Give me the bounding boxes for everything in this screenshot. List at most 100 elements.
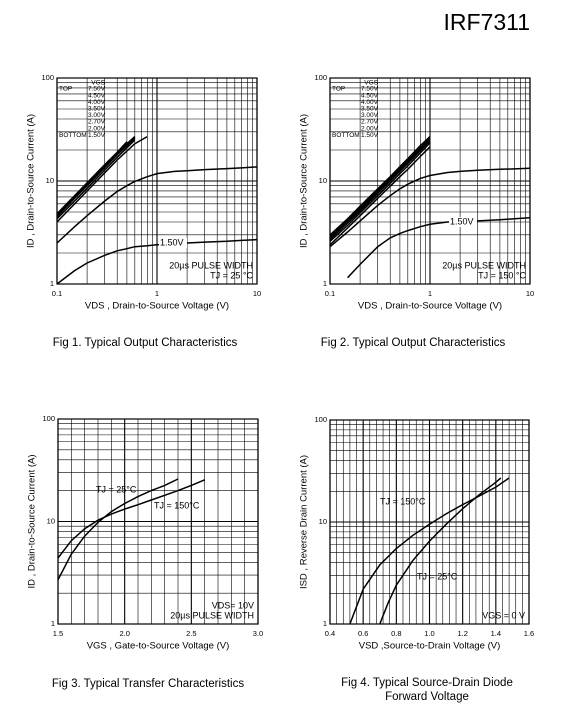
caption: Fig 2. Typical Output Characteristics xyxy=(321,337,506,349)
legend-entry: 3.50V xyxy=(361,106,379,113)
data-line xyxy=(329,137,431,237)
data-line xyxy=(329,142,431,242)
legend-entry: 3.50V xyxy=(88,106,106,113)
y-tick-label: 1 xyxy=(323,619,327,628)
y-axis-label: ID , Drain-to-Source Current (A) xyxy=(27,454,38,588)
plot-frame xyxy=(329,77,531,285)
legend-entry: 7.50V xyxy=(361,86,379,93)
y-tick-label: 10 xyxy=(319,176,327,185)
data-line xyxy=(57,478,179,581)
x-tick-label: 0.1 xyxy=(52,289,62,298)
y-tick-label: 100 xyxy=(314,415,327,424)
x-tick-label: 0.1 xyxy=(325,289,335,298)
x-tick-label: 2.0 xyxy=(119,629,129,638)
plot-frame xyxy=(57,418,259,625)
x-axis-label: VGS , Gate-to-Source Voltage (V) xyxy=(87,641,230,652)
note: TJ = 25 °C xyxy=(210,270,253,280)
caption: Fig 3. Typical Transfer Characteristics xyxy=(52,678,244,690)
x-axis-label: VSD ,Source-to-Drain Voltage (V) xyxy=(359,641,501,652)
x-axis-label: VDS , Drain-to-Source Voltage (V) xyxy=(85,301,229,312)
legend-title: VGS xyxy=(91,80,105,87)
y-tick-label: 10 xyxy=(47,516,55,525)
note: 20µs PULSE WIDTH xyxy=(442,260,526,270)
curve-label: TJ = 150°C xyxy=(154,500,200,510)
data-line xyxy=(56,137,136,218)
x-tick-label: 0.4 xyxy=(325,629,335,638)
legend-entry: 4.00V xyxy=(361,99,379,106)
legend-entry: 7.50V xyxy=(88,86,106,93)
data-line xyxy=(329,136,431,236)
x-axis-label: VDS , Drain-to-Source Voltage (V) xyxy=(358,301,502,312)
y-tick-label: 1 xyxy=(323,279,327,288)
legend-entry: 1.50V xyxy=(88,132,106,139)
data-line xyxy=(329,146,431,246)
y-axis-label: ID , Drain-to-Source Current (A) xyxy=(299,114,310,248)
note: 20µs PULSE WIDTH xyxy=(170,610,254,620)
note: TJ = 150 °C xyxy=(478,270,526,280)
legend-title: VGS xyxy=(364,80,378,87)
curve-label: TJ = 25°C xyxy=(96,484,137,494)
chart: 1.5 2.0 2.5 3.0 1 10 100 VGS , Gate-to-Source V… xyxy=(27,414,264,690)
data-line xyxy=(379,477,502,625)
legend-bottom: BOTTOM xyxy=(59,132,87,139)
y-axis-label: ID , Drain-to-Source Current (A) xyxy=(26,114,37,248)
caption: Fig 4. Typical Source-Drain Diode xyxy=(341,677,513,689)
data-line xyxy=(329,138,431,239)
annotation-bg xyxy=(449,217,477,227)
x-tick-label: 1.0 xyxy=(424,629,434,638)
x-tick-label: 1.6 xyxy=(524,629,534,638)
y-tick-label: 100 xyxy=(41,73,54,82)
note: VGS = 0 V xyxy=(482,610,525,620)
x-tick-label: 1.4 xyxy=(491,629,501,638)
curve-label: TJ = 25°C xyxy=(417,571,458,581)
y-tick-label: 1 xyxy=(51,619,55,628)
caption: Fig 1. Typical Output Characteristics xyxy=(53,337,238,349)
legend-entry: 3.00V xyxy=(88,112,106,119)
y-tick-label: 100 xyxy=(42,414,55,423)
y-tick-label: 10 xyxy=(319,517,327,526)
y-tick-label: 10 xyxy=(46,176,54,185)
x-tick-label: 0.8 xyxy=(391,629,401,638)
plot-frame xyxy=(329,419,530,625)
note: VDS= 10V xyxy=(212,600,254,610)
annotation: 1.50V xyxy=(160,237,184,247)
legend-top: TOP xyxy=(332,86,345,93)
data-line xyxy=(347,216,531,279)
data-line xyxy=(56,238,258,285)
y-tick-label: 100 xyxy=(314,73,327,82)
legend-entry: 2.00V xyxy=(88,125,106,132)
data-line xyxy=(329,140,431,241)
x-tick-label: 10 xyxy=(253,289,261,298)
x-tick-label: 1 xyxy=(428,289,432,298)
y-tick-label: 1 xyxy=(50,279,54,288)
legend-bottom: BOTTOM xyxy=(332,132,360,139)
curve-label: TJ = 150°C xyxy=(380,496,426,506)
legend-entry: 4.50V xyxy=(361,92,379,99)
data-line xyxy=(57,479,205,559)
x-tick-label: 1.5 xyxy=(53,629,63,638)
annotation: 1.50V xyxy=(450,216,474,226)
data-line xyxy=(349,477,510,625)
x-tick-label: 1 xyxy=(155,289,159,298)
legend-entry: 4.50V xyxy=(88,92,106,99)
data-line xyxy=(56,135,148,223)
legend-entry: 2.70V xyxy=(361,119,379,126)
chart: 0.4 0.6 0.8 1.0 1.2 1.4 1.6 1 10 100 VSD ,Source-t… xyxy=(299,415,535,703)
legend-top: TOP xyxy=(59,86,72,93)
note: 20µs PULSE WIDTH xyxy=(169,260,253,270)
data-line xyxy=(56,166,258,244)
data-line xyxy=(329,167,531,248)
legend-entry: 2.70V xyxy=(88,119,106,126)
legend-entry: 2.00V xyxy=(361,125,379,132)
y-axis-label: ISD , Reverse Drain Current (A) xyxy=(299,455,310,589)
legend-entry: 4.00V xyxy=(88,99,106,106)
legend-entry: 3.00V xyxy=(361,112,379,119)
data-line xyxy=(56,141,128,215)
plot-frame xyxy=(56,77,258,285)
annotation-bg xyxy=(159,238,187,248)
x-tick-label: 1.2 xyxy=(457,629,467,638)
data-line xyxy=(56,139,136,220)
